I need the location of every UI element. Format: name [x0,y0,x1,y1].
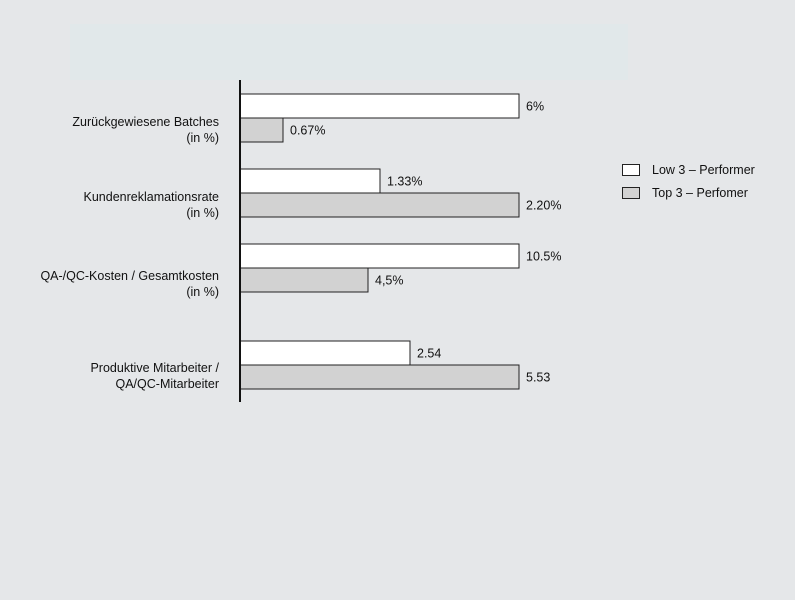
category-label-3: Produktive Mitarbeiter / QA/QC-Mitarbeit… [90,361,219,391]
bar-top-0 [239,117,284,143]
category-label-1: Kundenreklamationsrate (in %) [83,190,220,220]
bar-top-1 [239,192,520,218]
category-label-0: Zurückgewiesene Batches (in %) [72,115,219,145]
bar-top-2 [239,267,369,293]
data-label-low-1: 1.33% [387,175,422,189]
bar-low-2 [239,243,520,269]
bar-low-0 [239,93,520,119]
data-label-top-1: 2.20% [526,199,561,213]
bar-low-1 [239,168,381,194]
title-band [70,24,628,80]
bar-low-3 [239,340,411,366]
data-label-top-3: 5.53 [526,371,550,385]
category-label-2: QA-/QC-Kosten / Gesamtkosten (in %) [40,269,219,299]
legend-label-top: Top 3 – Perfomer [652,186,748,200]
bar-top-3 [239,364,520,390]
data-label-top-2: 4,5% [375,274,404,288]
legend-swatch-low [622,164,640,176]
legend-swatch-top [622,187,640,199]
legend-label-low: Low 3 – Performer [652,163,755,177]
data-label-low-0: 6% [526,100,544,114]
data-label-top-0: 0.67% [290,124,325,138]
data-label-low-3: 2.54 [417,347,441,361]
data-label-low-2: 10.5% [526,250,561,264]
